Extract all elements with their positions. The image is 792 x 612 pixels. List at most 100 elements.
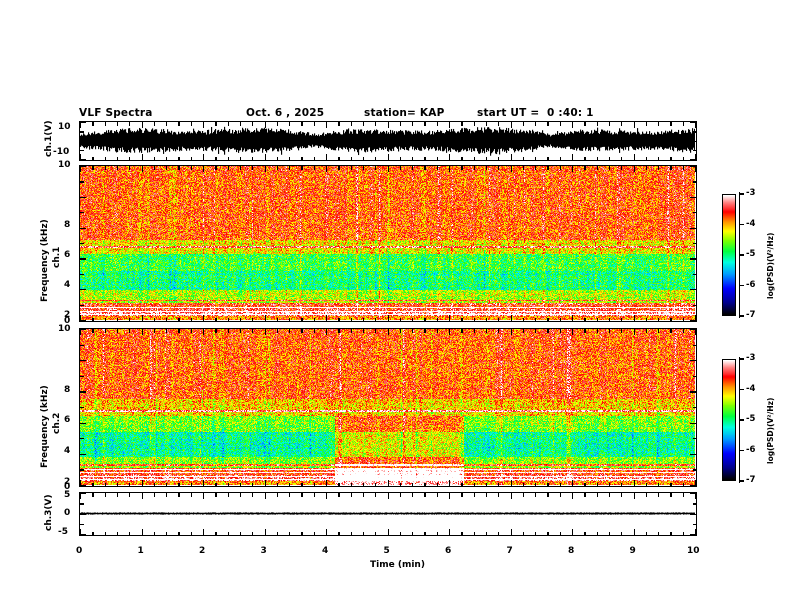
x-tick — [276, 156, 279, 160]
ch1-spec-tick-2: 2 — [64, 310, 71, 320]
x-tick — [645, 493, 648, 497]
y-tick — [80, 181, 84, 183]
y-tick — [690, 258, 696, 260]
y-tick — [690, 159, 696, 161]
x-tick — [215, 317, 217, 321]
ch1-freq-label: Frequency (kHz) — [40, 219, 50, 302]
ch1-spec-tick-10: 10 — [58, 160, 71, 170]
x-tick — [424, 122, 426, 126]
x-tick — [633, 122, 635, 128]
x-tick — [116, 531, 119, 535]
x-tick — [412, 166, 414, 170]
x-tick — [129, 531, 131, 535]
x-tick — [104, 166, 106, 170]
x-tick — [682, 166, 684, 170]
x-tick — [264, 122, 266, 128]
x-axis-tick-label: 4 — [322, 546, 329, 556]
x-tick — [215, 122, 217, 126]
x-tick — [141, 154, 143, 160]
x-tick — [289, 531, 291, 535]
x-tick — [461, 166, 463, 170]
x-tick — [80, 480, 82, 486]
x-tick — [584, 493, 586, 497]
x-tick — [227, 166, 229, 170]
x-tick — [203, 315, 205, 321]
x-tick — [178, 482, 180, 486]
x-tick — [104, 482, 106, 486]
colorbar-tick-mark — [739, 284, 744, 287]
x-tick — [215, 531, 217, 535]
x-tick — [80, 122, 82, 128]
x-tick — [559, 317, 561, 321]
x-tick — [473, 482, 475, 486]
x-tick — [326, 329, 328, 335]
x-tick — [424, 317, 426, 321]
colorbar-tick-label: -7 — [746, 475, 756, 485]
x-tick — [289, 329, 291, 333]
x-tick — [252, 329, 254, 333]
x-tick — [695, 315, 697, 321]
x-tick — [621, 482, 623, 486]
x-tick — [203, 154, 205, 160]
x-tick — [449, 493, 451, 499]
ch1-wave-tick-neg: -10 — [53, 147, 70, 157]
x-tick — [264, 329, 266, 335]
y-tick — [692, 273, 696, 276]
x-tick — [621, 317, 623, 321]
x-tick — [116, 156, 119, 160]
x-tick — [424, 156, 426, 160]
x-tick — [535, 317, 537, 321]
ch1-spec-tick-6: 6 — [64, 250, 71, 260]
y-tick — [690, 534, 696, 536]
y-tick — [692, 131, 696, 133]
x-tick — [559, 493, 561, 497]
x-tick — [510, 493, 512, 499]
x-tick — [485, 329, 488, 333]
x-tick — [695, 480, 697, 486]
x-tick — [658, 122, 660, 126]
y-tick — [80, 407, 84, 409]
colorbar-tick-label: -5 — [746, 249, 756, 259]
x-tick — [104, 317, 106, 321]
x-axis-tick-label: 10 — [687, 546, 700, 556]
y-tick — [80, 438, 84, 440]
x-tick — [633, 166, 635, 172]
x-tick — [535, 531, 537, 535]
x-tick — [375, 531, 377, 535]
x-tick — [252, 317, 254, 321]
x-tick — [535, 156, 537, 160]
x-tick — [104, 122, 106, 126]
x-tick — [190, 122, 192, 126]
y-tick — [80, 503, 84, 505]
x-tick — [658, 317, 660, 321]
x-tick — [645, 531, 648, 535]
x-tick — [510, 154, 512, 160]
x-tick — [326, 122, 328, 128]
x-tick — [449, 122, 451, 128]
colorbar-tick-label: -7 — [746, 310, 756, 320]
ch1-spec-tick-0: 0 — [64, 316, 71, 326]
x-tick — [485, 317, 488, 321]
x-tick — [522, 156, 525, 160]
x-tick — [190, 317, 192, 321]
x-tick — [141, 166, 143, 172]
x-tick — [522, 122, 525, 126]
x-tick — [338, 156, 340, 160]
x-tick — [695, 166, 697, 172]
header-date: Oct. 6 , 2025 — [246, 107, 325, 119]
x-tick — [264, 493, 266, 499]
x-tick — [608, 493, 611, 497]
x-tick — [670, 156, 672, 160]
x-tick — [362, 493, 365, 497]
x-tick — [350, 482, 352, 486]
x-tick — [596, 493, 598, 497]
y-tick — [80, 149, 84, 152]
x-tick — [633, 529, 635, 535]
x-tick — [645, 482, 648, 486]
x-tick — [498, 166, 500, 170]
x-tick — [473, 493, 475, 497]
x-tick — [92, 531, 94, 535]
x-tick — [485, 156, 488, 160]
x-tick — [141, 122, 143, 128]
header-start-ut: start UT = 0 :40: 1 — [477, 107, 594, 119]
